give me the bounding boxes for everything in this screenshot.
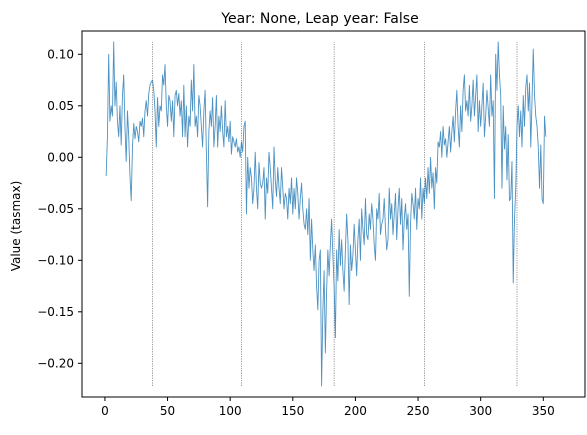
plot-area	[105, 41, 547, 387]
y-tick-label: 0.00	[47, 150, 74, 164]
x-tick-label: 150	[281, 404, 304, 418]
y-tick-label: 0.05	[47, 99, 74, 113]
y-tick-label: −0.10	[37, 253, 74, 267]
vertical-markers	[152, 41, 518, 386]
y-tick-label: 0.10	[47, 47, 74, 61]
x-tick-label: 250	[407, 404, 430, 418]
y-axis-label: Value (tasmax)	[9, 181, 23, 272]
y-tick-label: −0.20	[37, 356, 74, 370]
plot-frame	[81, 30, 586, 398]
x-axis: 0 50 100 150 200 250 300 350	[101, 397, 555, 418]
x-tick-label: 300	[469, 404, 492, 418]
series-line	[105, 41, 547, 387]
x-tick-label: 350	[532, 404, 555, 418]
x-tick-label: 0	[101, 404, 109, 418]
y-tick-label: −0.15	[37, 305, 74, 319]
x-tick-label: 50	[160, 404, 175, 418]
x-tick-label: 200	[344, 404, 367, 418]
chart-title: Year: None, Leap year: False	[220, 11, 418, 27]
x-tick-label: 100	[219, 404, 242, 418]
y-tick-label: −0.05	[37, 202, 74, 216]
y-axis: −0.20 −0.15 −0.10 −0.05 0.00 0.05 0.10	[37, 47, 82, 370]
